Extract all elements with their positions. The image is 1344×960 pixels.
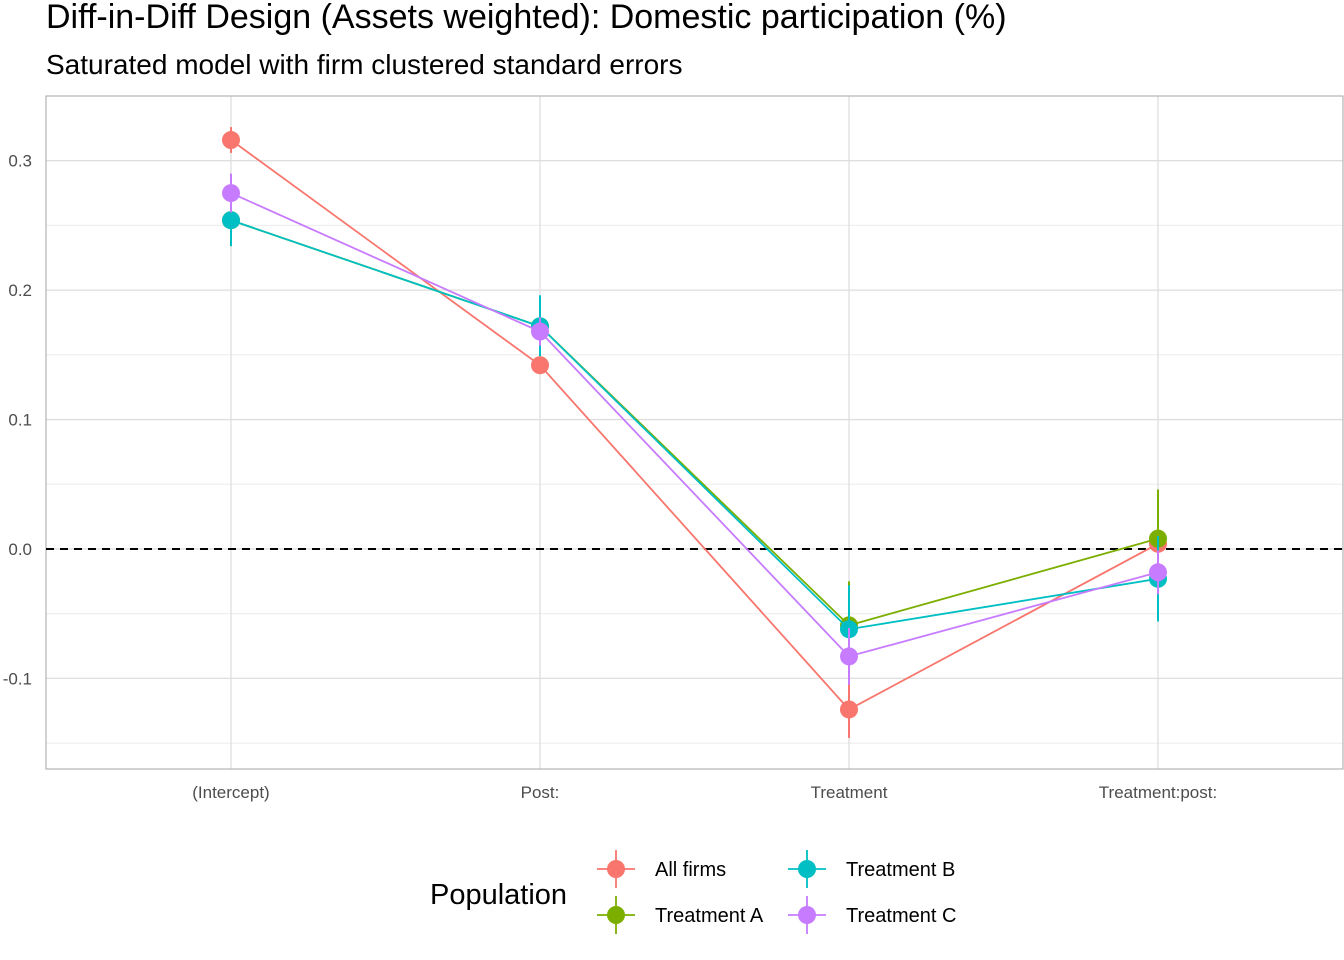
y-tick-label: 0.0	[8, 540, 32, 559]
legend-item: Treatment C	[788, 896, 956, 934]
x-tick-label: Post:	[521, 783, 560, 802]
legend-label: Treatment B	[846, 859, 955, 881]
series-all-firms	[222, 127, 1167, 738]
panel-border	[45, 95, 1344, 770]
legend-item: Treatment A	[597, 896, 764, 934]
y-tick-label: 0.1	[8, 411, 32, 430]
legend: Population All firms Treatment A Treatment…	[430, 850, 956, 934]
legend-title: Population	[430, 879, 567, 911]
series-layer	[222, 127, 1167, 738]
legend-item: All firms	[597, 850, 726, 888]
series-line	[230, 192, 1159, 658]
data-point	[222, 184, 240, 203]
x-tick-label: Treatment:post:	[1099, 783, 1217, 802]
legend-key-point	[798, 906, 816, 924]
x-axis: (Intercept) Post: Treatment Treatment:post:	[192, 783, 1217, 802]
series-line	[230, 139, 1159, 711]
series-treatment-c	[222, 173, 1167, 685]
data-point	[222, 211, 240, 230]
legend-key-point	[798, 860, 816, 878]
data-point	[531, 322, 549, 341]
y-tick-label: 0.2	[8, 281, 32, 300]
legend-label: All firms	[655, 859, 726, 881]
y-axis: -0.1 0.0 0.1 0.2 0.3	[3, 152, 32, 689]
data-point	[222, 131, 240, 150]
legend-label: Treatment C	[846, 905, 956, 927]
data-point	[840, 700, 858, 719]
data-point	[531, 356, 549, 375]
y-tick-label: -0.1	[3, 669, 32, 688]
data-point	[1149, 563, 1167, 582]
data-point	[840, 647, 858, 666]
legend-label: Treatment A	[655, 905, 764, 927]
chart-subtitle: Saturated model with firm clustered stan…	[46, 49, 683, 80]
chart-title: Diff-in-Diff Design (Assets weighted): D…	[46, 0, 1007, 36]
series-line	[230, 219, 1159, 631]
legend-item: Treatment B	[788, 850, 955, 888]
x-tick-label: Treatment	[811, 783, 888, 802]
legend-key-point	[607, 860, 625, 878]
x-tick-label: (Intercept)	[192, 783, 269, 802]
legend-key-point	[607, 906, 625, 924]
y-tick-label: 0.3	[8, 152, 32, 171]
